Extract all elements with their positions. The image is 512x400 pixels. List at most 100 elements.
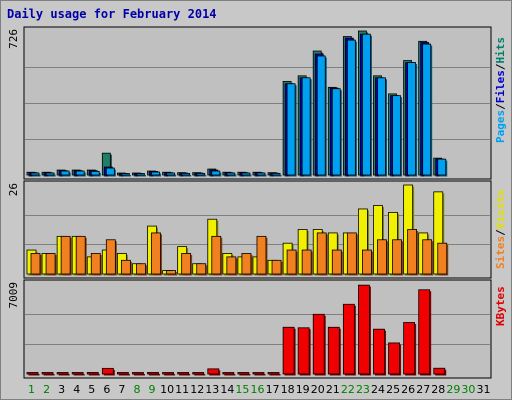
kbytes-panel-bar-kbytes-day-23: [358, 284, 370, 375]
x-tick-label-day-12: 12: [190, 383, 204, 396]
hits-panel-bar-pages-day-20: [316, 55, 326, 176]
kbytes-panel-legend: KBytes: [494, 286, 507, 326]
kbytes-panel-bar-kbytes-day-11: [177, 372, 190, 375]
kbytes-panel-bar-shadow: [269, 374, 281, 376]
visits-panel-bar-sites-day-1: [30, 253, 41, 275]
x-tick-label-day-30: 30: [461, 383, 475, 396]
kbytes-panel-bar-kbytes-day-10: [162, 372, 174, 375]
visits-panel-max-label: 26: [7, 183, 20, 196]
hits-panel-bar-pages-day-7: [120, 173, 130, 176]
hits-panel-bar-pages-day-2: [45, 172, 55, 176]
hits-panel-bar-pages-day-26: [407, 62, 417, 176]
x-tick-label-day-19: 19: [296, 383, 310, 396]
kbytes-panel-bar-shadow: [28, 374, 40, 376]
kbytes-panel-bar-kbytes-day-20: [312, 313, 325, 375]
x-tick-label-day-13: 13: [205, 383, 219, 396]
kbytes-panel-bar-kbytes-day-3: [56, 372, 69, 375]
hits-panel-bar-pages-day-21: [331, 88, 341, 176]
hits-panel-bar-shadow: [137, 175, 146, 177]
x-tick-label-day-7: 7: [118, 383, 125, 396]
hits-panel-legend: Pages/Files/Hits: [494, 37, 507, 143]
x-tick-label-day-31: 31: [476, 383, 490, 396]
hits-panel-legend-hits: Hits: [494, 37, 507, 64]
hits-panel-bar-shadow: [228, 174, 237, 177]
kbytes-panel-bar-kbytes-day-5: [86, 372, 99, 375]
hits-panel-bar-shadow: [198, 174, 207, 177]
hits-panel-bar-pages-day-3: [60, 170, 70, 176]
kbytes-panel-bar-kbytes-day-2: [41, 372, 54, 375]
kbytes-panel-bar-shadow: [194, 374, 206, 376]
x-tick-label-day-1: 1: [28, 383, 35, 396]
kbytes-panel-legend-kbytes: KBytes: [494, 286, 507, 326]
kbytes-panel-bar-kbytes-day-21: [327, 326, 340, 375]
kbytes-panel-bar-kbytes-day-18: [282, 326, 295, 375]
hits-panel-legend-pages: Pages: [494, 110, 507, 143]
visits-panel-bar-sites-day-17: [271, 259, 282, 275]
kbytes-panel-bar-shadow: [88, 373, 100, 376]
hits-panel-bar-pages-day-11: [181, 173, 191, 176]
kbytes-panel-bar-shadow: [224, 374, 236, 376]
hits-panel-bar-shadow: [183, 174, 192, 177]
x-tick-label-day-15: 15: [235, 383, 249, 396]
kbytes-panel-bar-kbytes-day-24: [373, 328, 385, 375]
kbytes-panel-bar-kbytes-day-22: [342, 303, 355, 375]
kbytes-panel-bar-kbytes-day-28: [433, 367, 446, 375]
hits-panel-bar-pages-day-19: [301, 77, 311, 176]
kbytes-panel-bar-kbytes-day-26: [403, 322, 416, 375]
hits-panel-bar-pages-day-14: [226, 172, 236, 176]
kbytes-panel-bar-kbytes-day-16: [252, 372, 265, 375]
x-tick-label-day-29: 29: [446, 383, 460, 396]
hits-panel-bar-pages-day-22: [346, 39, 356, 176]
x-tick-label-day-2: 2: [43, 383, 50, 396]
visits-panel-bar-sites-day-3: [60, 235, 71, 275]
visits-panel-bar-sites-day-14: [226, 256, 237, 275]
visits-panel-legend: Sites/Visits: [494, 190, 507, 270]
kbytes-panel-bar-kbytes-day-1: [26, 372, 39, 375]
kbytes-panel-bar-kbytes-day-7: [116, 372, 129, 375]
visits-panel-legend-slash: /: [494, 229, 507, 236]
visits-panel-legend-sites: Sites: [494, 236, 507, 269]
visits-panel-bar-sites-day-9: [151, 232, 161, 275]
kbytes-panel-bar-kbytes-day-25: [388, 342, 400, 375]
x-tick-label-day-9: 9: [149, 383, 156, 396]
kbytes-panel-bar-shadow: [73, 374, 85, 376]
visits-panel-bar-sites-day-28: [437, 242, 448, 275]
hits-panel-bar-pages-day-24: [377, 77, 386, 176]
x-tick-label-day-25: 25: [386, 383, 400, 396]
kbytes-panel-bar-kbytes-day-13: [207, 368, 220, 375]
visits-panel-bar-sites-day-20: [316, 232, 327, 275]
x-tick-label-day-28: 28: [431, 383, 445, 396]
visits-panel-bar-sites-day-24: [377, 239, 387, 275]
kbytes-panel-max-label: 7009: [7, 282, 20, 309]
x-tick-label-day-11: 11: [175, 383, 189, 396]
x-tick-label-day-5: 5: [88, 383, 95, 396]
x-tick-label-day-26: 26: [401, 383, 415, 396]
visits-panel-bar-sites-day-27: [422, 239, 433, 275]
visits-panel-bar-sites-day-23: [362, 249, 372, 275]
x-tick-label-day-3: 3: [58, 383, 65, 396]
hits-panel-legend-slash: /: [494, 63, 507, 70]
kbytes-panel-bar-kbytes-day-14: [222, 372, 235, 375]
hits-panel-bar-pages-day-4: [75, 170, 85, 176]
visits-panel-bar-sites-day-18: [286, 249, 297, 275]
hits-panel-bar-pages-day-10: [166, 172, 175, 176]
visits-panel-bar-sites-day-8: [136, 263, 146, 275]
hits-panel-bar-shadow: [122, 175, 131, 177]
hits-panel-bar-shadow: [258, 174, 267, 177]
hits-panel-bar-pages-day-23: [362, 33, 371, 176]
hits-panel-bar-shadow: [273, 174, 282, 177]
kbytes-panel-bar-kbytes-day-15: [237, 372, 250, 375]
hits-panel-bar-pages-day-6: [105, 167, 115, 176]
x-tick-label-day-18: 18: [281, 383, 295, 396]
x-tick-label-day-17: 17: [266, 383, 280, 396]
visits-panel-bar-sites-day-11: [181, 253, 192, 275]
visits-panel-bar-sites-day-26: [407, 229, 418, 275]
hits-panel-bar-pages-day-15: [241, 172, 251, 176]
visits-panel-bar-sites-day-4: [75, 235, 86, 275]
hits-panel-bar-pages-day-27: [422, 43, 432, 176]
visits-panel-bar-sites-day-7: [120, 259, 131, 275]
kbytes-panel-bar-kbytes-day-19: [297, 327, 310, 375]
visits-panel-bar-sites-day-13: [211, 235, 222, 275]
hits-panel-bar-pages-day-12: [196, 173, 206, 176]
